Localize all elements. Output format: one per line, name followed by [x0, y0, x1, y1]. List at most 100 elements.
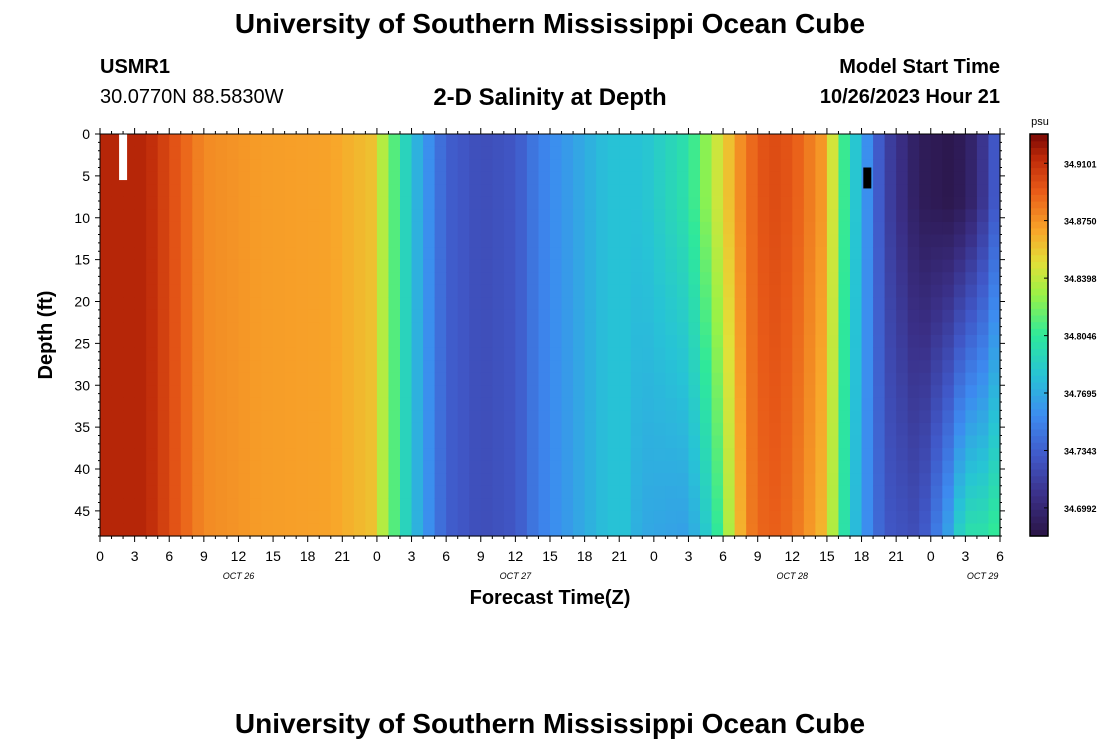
heatmap-cell: [838, 134, 851, 148]
heatmap-cell: [665, 448, 678, 462]
heatmap-cell: [123, 234, 136, 248]
heatmap-cell: [400, 259, 413, 273]
heatmap-cell: [907, 146, 920, 160]
heatmap-cell: [307, 510, 320, 525]
heatmap-cell: [100, 309, 113, 324]
heatmap-cell: [942, 485, 955, 499]
heatmap-cell: [342, 184, 355, 198]
heatmap-cell: [873, 171, 886, 185]
heatmap-cell: [192, 146, 205, 160]
heatmap-cell: [492, 209, 505, 223]
heatmap-cell: [423, 372, 436, 386]
heatmap-cell: [157, 435, 170, 449]
heatmap-cell: [538, 460, 551, 474]
heatmap-cell: [676, 322, 690, 336]
heatmap-cell: [203, 335, 216, 349]
heatmap-cell: [376, 498, 390, 512]
heatmap-cell: [861, 209, 874, 223]
heatmap-cell: [400, 184, 413, 198]
heatmap-cell: [526, 297, 540, 311]
heatmap-cell: [434, 523, 447, 537]
heatmap-cell: [746, 510, 759, 525]
heatmap-cell: [907, 196, 920, 210]
x-tick-label: 12: [231, 548, 247, 564]
heatmap-cell: [884, 435, 897, 449]
heatmap-cell: [988, 221, 1001, 236]
heatmap-cell: [503, 196, 516, 210]
heatmap-cell: [711, 247, 724, 261]
heatmap-cell: [884, 397, 897, 411]
heatmap-cell: [873, 322, 886, 336]
heatmap-cell: [273, 221, 286, 236]
heatmap-cell: [192, 523, 205, 537]
heatmap-cell: [423, 309, 436, 324]
heatmap-cell: [711, 159, 724, 173]
heatmap-cell: [584, 322, 597, 336]
heatmap-cell: [711, 473, 724, 487]
heatmap-cell: [803, 309, 816, 324]
heatmap-cell: [584, 335, 597, 349]
heatmap-cell: [850, 297, 863, 311]
heatmap-cell: [480, 297, 493, 311]
heatmap-cell: [111, 498, 124, 512]
heatmap-cell: [400, 422, 413, 437]
heatmap-cell: [469, 397, 482, 411]
heatmap-cell: [538, 523, 551, 537]
heatmap-cell: [503, 259, 516, 273]
heatmap-cell: [976, 272, 990, 286]
heatmap-cell: [215, 385, 228, 399]
heatmap-cell: [792, 284, 805, 298]
heatmap-cell: [746, 247, 759, 261]
heatmap-cell: [157, 372, 170, 386]
heatmap-cell: [307, 385, 320, 399]
heatmap-cell: [376, 435, 390, 449]
heatmap-cell: [365, 171, 378, 185]
heatmap-cell: [550, 460, 563, 474]
heatmap-cell: [215, 422, 228, 437]
heatmap-cell: [434, 360, 447, 374]
heatmap-cell: [111, 460, 124, 474]
heatmap-cell: [526, 322, 540, 336]
heatmap-cell: [376, 523, 390, 537]
heatmap-cell: [376, 234, 390, 248]
heatmap-cell: [215, 410, 228, 424]
heatmap-cell: [769, 146, 782, 160]
heatmap-cell: [250, 184, 263, 198]
heatmap-cell: [261, 385, 274, 399]
heatmap-cell: [492, 410, 505, 424]
heatmap-cell: [365, 247, 378, 261]
heatmap-cell: [238, 397, 251, 411]
heatmap-cell: [850, 146, 863, 160]
heatmap-cell: [607, 372, 620, 386]
heatmap-cell: [100, 385, 113, 399]
heatmap-cell: [388, 422, 401, 437]
heatmap-cell: [273, 134, 286, 148]
heatmap-cell: [596, 397, 609, 411]
heatmap-cell: [434, 171, 447, 185]
heatmap-cell: [157, 309, 170, 324]
heatmap-cell: [134, 510, 147, 525]
heatmap-cell: [619, 259, 632, 273]
heatmap-cell: [411, 485, 424, 499]
heatmap-cell: [896, 184, 909, 198]
heatmap-cell: [261, 523, 274, 537]
heatmap-cell: [769, 347, 782, 361]
heatmap-cell: [134, 272, 147, 286]
heatmap-cell: [907, 309, 920, 324]
heatmap-cell: [215, 397, 228, 411]
heatmap-cell: [203, 360, 216, 374]
heatmap-cell: [953, 247, 966, 261]
heatmap-cell: [723, 485, 736, 499]
heatmap-cell: [676, 485, 690, 499]
heatmap-cell: [803, 422, 816, 437]
heatmap-cell: [423, 297, 436, 311]
heatmap-cell: [238, 297, 251, 311]
heatmap-cell: [446, 347, 459, 361]
heatmap-cell: [826, 422, 840, 437]
heatmap-cell: [688, 360, 701, 374]
heatmap-cell: [273, 422, 286, 437]
heatmap-cell: [376, 209, 390, 223]
heatmap-cell: [273, 247, 286, 261]
heatmap-cell: [111, 410, 124, 424]
heatmap-cell: [434, 372, 447, 386]
